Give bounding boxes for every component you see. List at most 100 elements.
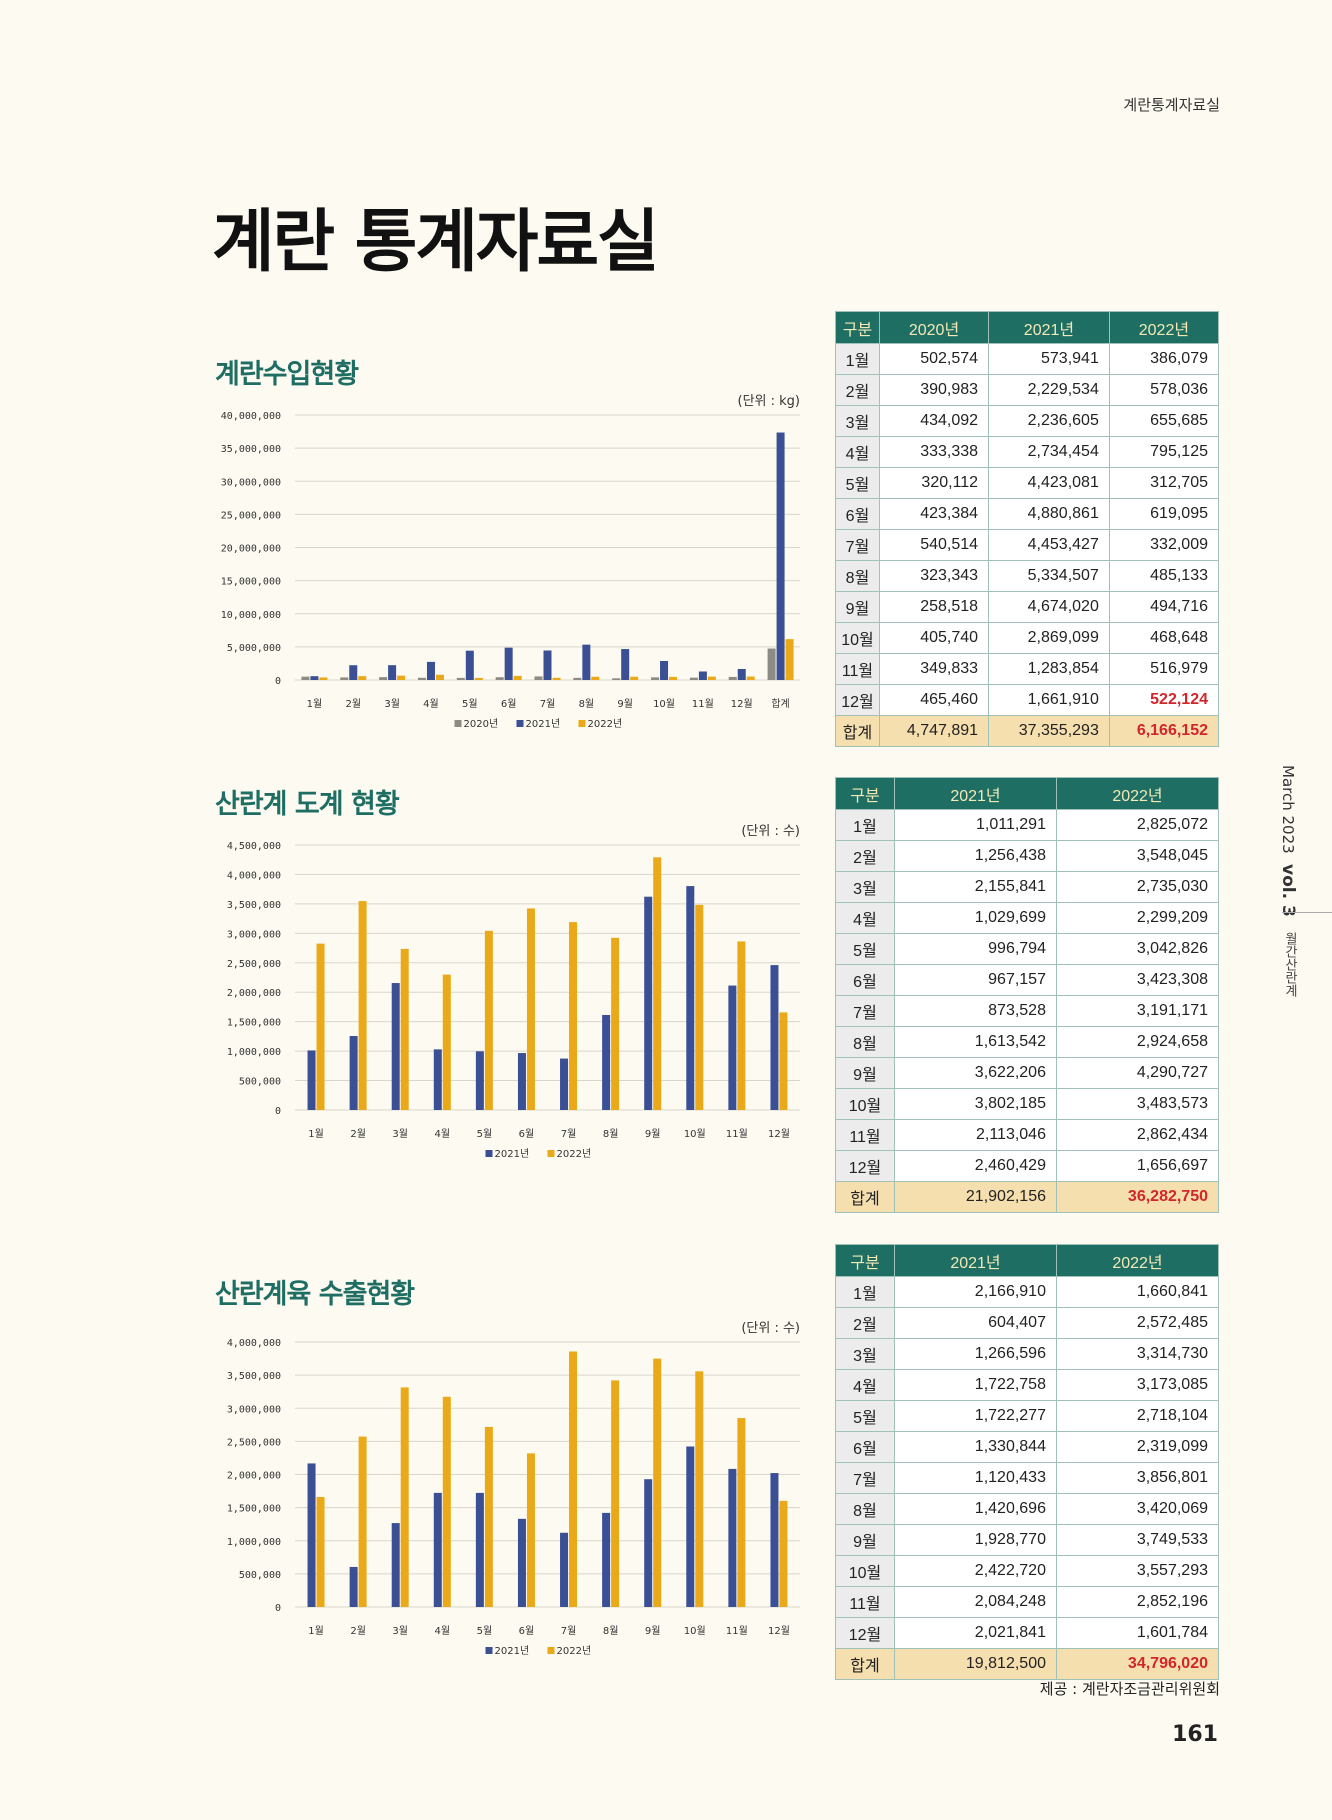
bar-2021년: [686, 1446, 695, 1607]
y-tick-label: 500,000: [239, 1077, 281, 1088]
bar-2021년: [307, 1463, 316, 1607]
x-tick-label: 3월: [392, 1625, 408, 1637]
y-tick-label: 2,000,000: [227, 1471, 281, 1482]
x-tick-label: 6월: [519, 1625, 535, 1637]
y-tick-label: 0: [275, 676, 281, 687]
table-row: 1월 1,011,291 2,825,072: [835, 809, 1220, 841]
table-cell: 2,155,841: [893, 871, 1057, 903]
table-cell: 1,420,696: [893, 1493, 1057, 1525]
table-cell: 4,880,861: [988, 498, 1110, 530]
y-tick-label: 2,000,000: [227, 988, 281, 999]
divider: [1282, 912, 1332, 913]
bar-2022년: [611, 1380, 620, 1607]
x-tick-label: 2월: [350, 1625, 366, 1637]
table-row: 12월 2,021,841 1,601,784: [835, 1617, 1220, 1649]
row-label: 4월: [835, 902, 895, 934]
x-tick-label: 12월: [768, 1128, 790, 1140]
table-row: 2월 390,983 2,229,534 578,036: [835, 374, 1220, 406]
table-row: 4월 1,029,699 2,299,209: [835, 902, 1220, 934]
total-row: 합계 4,747,891 37,355,293 6,166,152: [835, 715, 1220, 747]
bar-2022년: [695, 1371, 704, 1607]
table-cell: 2,735,030: [1055, 871, 1220, 903]
table-cell: 485,133: [1108, 560, 1220, 592]
bar-2022년: [358, 901, 367, 1110]
table-cell: 573,941: [988, 343, 1110, 375]
section-title-import: 계란수입현황: [215, 359, 359, 390]
y-tick-label: 15,000,000: [221, 577, 281, 588]
row-label: 8월: [835, 1493, 895, 1525]
bar-2022년: [435, 674, 444, 680]
table-cell: 3,191,171: [1055, 995, 1220, 1027]
x-tick-label: 4월: [435, 1625, 451, 1637]
legend-swatch: [485, 1150, 493, 1157]
chart-export: 0 500,000 1,000,000 1,500,000 2,000,000 2,500…: [205, 1332, 805, 1662]
table-cell: 3,314,730: [1055, 1338, 1220, 1370]
y-tick-label: 10,000,000: [221, 610, 281, 621]
table-cell: 1,283,854: [988, 653, 1110, 685]
bar-2021년: [728, 1468, 737, 1607]
bar-2021년: [560, 1532, 569, 1607]
legend-swatch: [547, 1647, 555, 1654]
table-row: 9월 3,622,206 4,290,727: [835, 1057, 1220, 1089]
row-label: 6월: [835, 1431, 895, 1463]
column-header: 2021년: [893, 1244, 1057, 1277]
y-tick-label: 20,000,000: [221, 544, 281, 555]
x-tick-label: 9월: [617, 698, 633, 710]
bar-2022년: [319, 677, 328, 680]
bar-2020년: [728, 676, 737, 680]
bar-2022년: [400, 948, 409, 1110]
x-tick-label: 1월: [307, 698, 323, 710]
x-tick-label: 5월: [477, 1128, 493, 1140]
table-row: 6월 967,157 3,423,308: [835, 964, 1220, 996]
bar-2021년: [621, 649, 630, 680]
bar-2021년: [465, 650, 474, 680]
table-cell: 1,011,291: [893, 809, 1057, 841]
column-header: 구분: [835, 777, 895, 810]
row-label: 11월: [835, 1119, 895, 1151]
column-header: 2021년: [893, 777, 1057, 810]
table-cell: 3,749,533: [1055, 1524, 1220, 1556]
x-tick-label: 2월: [345, 698, 361, 710]
table-cell: 1,330,844: [893, 1431, 1057, 1463]
table-cell: 2,299,209: [1055, 902, 1220, 934]
x-tick-label: 7월: [561, 1625, 577, 1637]
table-cell: 390,983: [878, 374, 990, 406]
bar-2022년: [669, 676, 678, 680]
legend-swatch: [547, 1150, 555, 1157]
x-tick-label: 6월: [501, 698, 517, 710]
table-cell: 2,825,072: [1055, 809, 1220, 841]
table-cell: 4,747,891: [878, 715, 990, 747]
y-tick-label: 35,000,000: [221, 444, 281, 455]
legend-label: 2022년: [557, 1645, 592, 1657]
total-row: 합계 19,812,500 34,796,020: [835, 1648, 1220, 1680]
table-row: 5월 1,722,277 2,718,104: [835, 1400, 1220, 1432]
row-label: 7월: [835, 529, 880, 561]
y-tick-label: 1,000,000: [227, 1047, 281, 1058]
row-label: 10월: [835, 1088, 895, 1120]
table-import: 구분 2020년 2021년 2022년 1월 502,574 573,941 386,079…: [835, 311, 1220, 747]
table-cell: 465,460: [878, 684, 990, 716]
x-tick-label: 4월: [423, 698, 439, 710]
bar-2021년: [433, 1492, 442, 1607]
bar-2022년: [695, 904, 704, 1110]
legend-label: 2021년: [495, 1148, 530, 1160]
x-tick-label: 9월: [645, 1128, 661, 1140]
volume: vol. 3: [1278, 863, 1298, 917]
bar-2021년: [543, 650, 552, 680]
row-label: 8월: [835, 1026, 895, 1058]
table-cell: 1,266,596: [893, 1338, 1057, 1370]
x-tick-label: 1월: [308, 1625, 324, 1637]
bar-2021년: [582, 644, 591, 680]
unit-label: (단위 : 수): [741, 824, 800, 839]
table-cell: 423,384: [878, 498, 990, 530]
x-tick-label: 11월: [726, 1625, 748, 1637]
x-tick-label: 10월: [684, 1128, 706, 1140]
column-header: 구분: [835, 311, 880, 344]
y-tick-label: 40,000,000: [221, 411, 281, 422]
legend-label: 2021년: [495, 1645, 530, 1657]
x-tick-label: 10월: [684, 1625, 706, 1637]
table-cell: 1,120,433: [893, 1462, 1057, 1494]
table-cell: 2,869,099: [988, 622, 1110, 654]
bar-2022년: [707, 676, 716, 680]
y-tick-label: 3,000,000: [227, 929, 281, 940]
